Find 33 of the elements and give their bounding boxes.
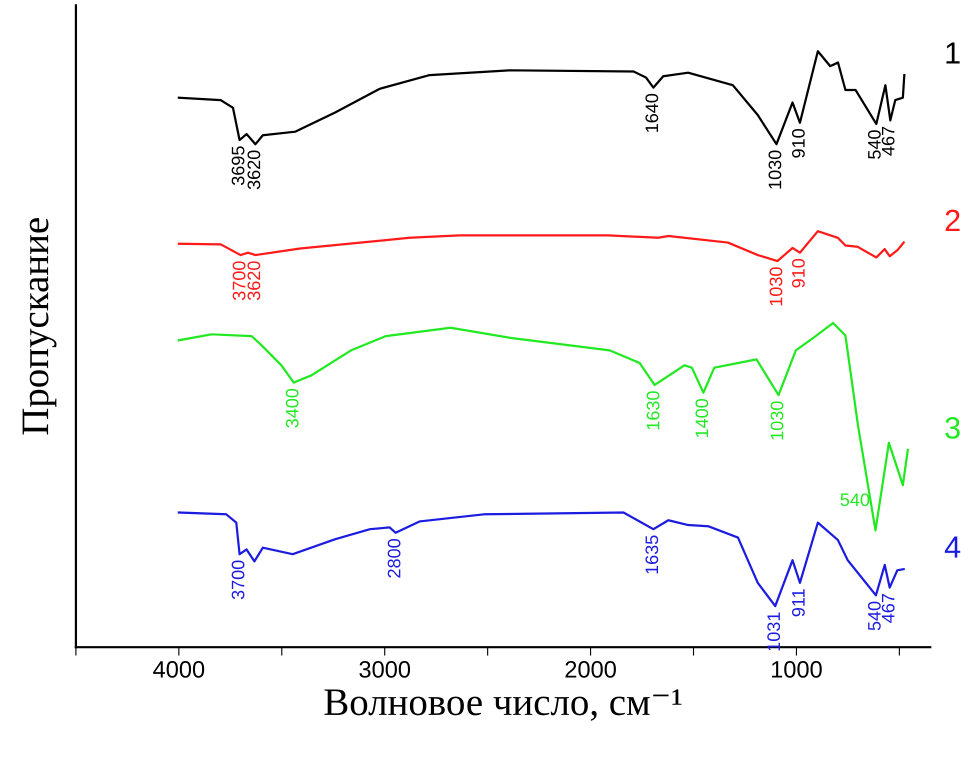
annotation: 1030 bbox=[770, 401, 784, 440]
series-label: 1 bbox=[946, 42, 960, 64]
annotation: 1030 bbox=[768, 150, 782, 189]
annotation: 540 bbox=[840, 493, 870, 506]
annotation: 910 bbox=[792, 129, 805, 158]
x-tick-label: 1000 bbox=[772, 661, 822, 678]
annotation: 911 bbox=[792, 589, 805, 616]
annotation: 540 bbox=[868, 130, 881, 159]
annotation: 540 bbox=[868, 602, 881, 630]
annotation: 3700 bbox=[232, 560, 244, 600]
annotation: 467 bbox=[882, 594, 895, 623]
annotation: 1030 bbox=[770, 267, 782, 306]
annotation: 3620 bbox=[247, 261, 260, 300]
series-label: 3 bbox=[945, 417, 960, 439]
annotation: 3400 bbox=[286, 388, 299, 428]
x-tick-label: 3000 bbox=[359, 661, 410, 678]
annotation: 3620 bbox=[247, 150, 260, 190]
annotation: 1031 bbox=[767, 612, 780, 650]
x-tick-label: 4000 bbox=[153, 661, 204, 678]
annotation: 1640 bbox=[645, 94, 658, 132]
annotation: 467 bbox=[882, 126, 895, 156]
annotation: 3695 bbox=[232, 146, 244, 186]
x-axis-title: Волновое число, см⁻¹ bbox=[324, 689, 682, 721]
series-label: 4 bbox=[944, 536, 960, 558]
series-label: 2 bbox=[946, 210, 960, 231]
annotation: 3700 bbox=[232, 261, 246, 300]
x-tick-label: 2000 bbox=[566, 661, 616, 678]
annotation: 910 bbox=[792, 258, 805, 288]
annotation: 1630 bbox=[646, 391, 660, 430]
annotation: 2800 bbox=[388, 539, 400, 578]
annotation: 1400 bbox=[695, 398, 708, 438]
y-axis-title: Пропускание bbox=[22, 218, 56, 435]
annotation: 1635 bbox=[645, 536, 658, 574]
